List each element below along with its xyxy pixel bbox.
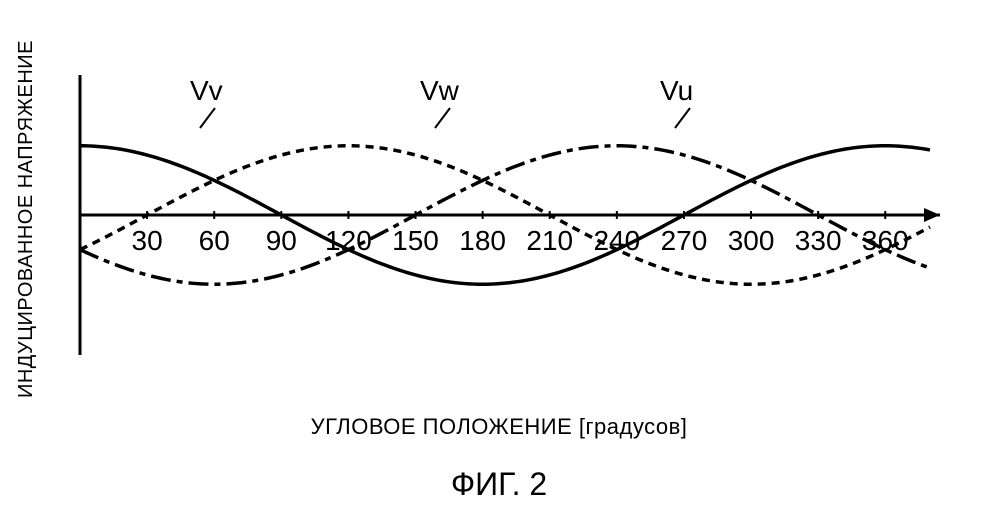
figure-container: ИНДУЦИРОВАННОЕ НАПРЯЖЕНИЕ 30 60 90 120 150 18… (0, 0, 998, 515)
chart-svg (70, 70, 950, 360)
y-axis-label: ИНДУЦИРОВАННОЕ НАПРЯЖЕНИЕ (15, 0, 38, 40)
tick-label: 60 (199, 225, 230, 257)
series-label-Vw: Vw (420, 75, 459, 107)
tick-label: 360 (862, 225, 909, 257)
tick-label: 30 (132, 225, 163, 257)
tick-label: 240 (593, 225, 640, 257)
tick-label: 300 (728, 225, 775, 257)
leader-line (200, 108, 215, 128)
series-label-Vv: Vv (190, 75, 223, 107)
tick-label: 180 (459, 225, 506, 257)
figure-caption: ФИГ. 2 (451, 466, 547, 503)
tick-label: 120 (325, 225, 372, 257)
leader-line (435, 108, 450, 128)
x-axis-label: УГЛОВОЕ ПОЛОЖЕНИЕ [градусов] (311, 414, 688, 440)
tick-label: 90 (266, 225, 297, 257)
tick-label: 210 (526, 225, 573, 257)
tick-label: 150 (392, 225, 439, 257)
leader-line (675, 108, 690, 128)
y-axis-label-text: ИНДУЦИРОВАННОЕ НАПРЯЖЕНИЕ (15, 40, 38, 398)
series-label-Vu: Vu (660, 75, 693, 107)
tick-label: 270 (661, 225, 708, 257)
tick-label: 330 (795, 225, 842, 257)
chart-area: 30 60 90 120 150 180 210 240 270 300 330 360 Vu Vv Vw (70, 70, 950, 360)
